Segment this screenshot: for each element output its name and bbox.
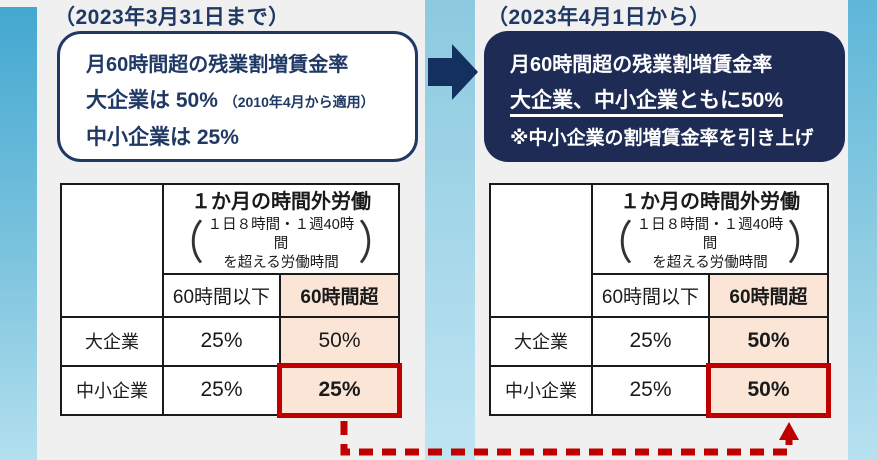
open-paren-glyph: （ [593,218,633,270]
before-box-line2: 大企業は 50% （2010年4月から適用） [86,83,415,120]
rate-table-after: １か月の時間外労働 （ １日８時間・１週40時間 を超える労働時間 ） 60時間… [489,183,831,418]
before-col-under60-header: 60時間以下 [162,272,281,318]
after-table-header-sub-lines: １日８時間・１週40時間 を超える労働時間 [634,216,786,273]
before-large-company-label: 大企業 [60,315,164,367]
before-sme-under60-value: 25% [162,364,281,416]
after-large-over60-value: 50% [708,315,829,367]
after-sme-over60-value: 50% [747,378,790,402]
highlight-connector-line [340,421,793,456]
after-section-header: （2023年4月1日から） [487,6,711,29]
before-box-line2-main: 大企業は 50% [86,89,218,112]
before-box-line2-note: （2010年4月から適用） [223,94,375,110]
before-sme-label: 中小企業 [60,364,164,416]
before-large-under60-value: 25% [162,315,281,367]
rate-table-before: １か月の時間外労働 （ １日８時間・１週40時間 を超える労働時間 ） 60時間… [60,183,402,418]
after-sme-under60-value: 25% [591,364,710,416]
center-divider-strip [425,0,475,460]
before-col-over60-header: 60時間超 [279,272,400,318]
before-summary-box: 月60時間超の残業割増賃金率 大企業は 50% （2010年4月から適用） 中小… [57,31,418,162]
before-sme-over60-value-highlighted: 25% [277,362,402,418]
before-sme-over60-value: 25% [318,378,361,402]
right-edge-gradient-strip [848,0,877,460]
after-large-under60-value: 25% [591,315,710,367]
before-box-line3: 中小企業は 25% [86,126,239,149]
open-paren-glyph: （ [164,218,204,270]
after-sme-label: 中小企業 [489,364,593,416]
after-sme-over60-value-highlighted: 50% [706,362,831,418]
after-table-header-subtext: （ １日８時間・１週40時間 を超える労働時間 ） [593,216,827,273]
after-box-line2-underlined: 大企業、中小企業ともに50% [510,89,784,117]
left-edge-gradient-strip [0,7,37,460]
before-box-line1: 月60時間超の残業割増賃金率 [86,54,349,76]
after-table-header-cell: １か月の時間外労働 （ １日８時間・１週40時間 を超える労働時間 ） [591,183,829,275]
before-table-corner-cell [60,183,164,318]
before-section-header: （2023年3月31日まで） [54,6,290,29]
after-box-line2: 大企業、中小企業ともに50% [510,83,845,119]
before-table-header-sub-lines: １日８時間・１週40時間 を超える労働時間 [205,216,357,273]
close-paren-glyph: ） [787,218,827,270]
after-large-company-label: 大企業 [489,315,593,367]
after-box-line3: ※中小企業の割増賃金率を引き上げ [510,128,814,149]
close-paren-glyph: ） [358,218,398,270]
after-col-under60-header: 60時間以下 [591,272,710,318]
after-table-header-title: １か月の時間外労働 [620,191,800,213]
after-col-over60-header: 60時間超 [708,272,829,318]
after-table-header-sub2: を超える労働時間 [652,254,768,271]
before-table-header-sub2: を超える労働時間 [223,254,339,271]
connector-arrowhead-up-icon [779,422,799,440]
before-table-header-subtext: （ １日８時間・１週40時間 を超える労働時間 ） [164,216,398,273]
after-table-header-sub1: １日８時間・１週40時間 [636,217,784,252]
after-summary-box: 月60時間超の残業割増賃金率 大企業、中小企業ともに50% ※中小企業の割増賃金… [484,31,845,162]
after-table-corner-cell [489,183,593,318]
after-box-line1: 月60時間超の残業割増賃金率 [510,54,773,76]
before-table-header-cell: １か月の時間外労働 （ １日８時間・１週40時間 を超える労働時間 ） [162,183,400,275]
before-large-over60-value: 50% [279,315,400,367]
before-table-header-sub1: １日８時間・１週40時間 [207,217,355,252]
before-table-header-title: １か月の時間外労働 [191,191,371,213]
